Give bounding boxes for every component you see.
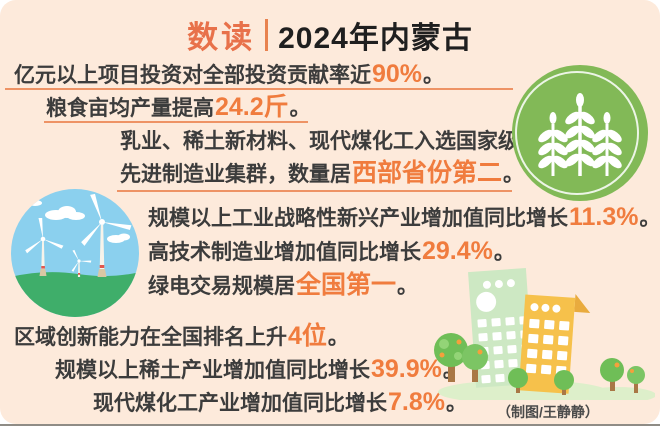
fact-text: 高技术制造业增加值同比增长 [148, 241, 421, 264]
fact-row-strategic-industry: 规模以上工业战略性新兴产业增加值同比增长 11.3%。 [148, 203, 660, 232]
brand-label: 数读 [187, 20, 256, 55]
fact-row-coal-chemical: 现代煤化工产业增加值同比增长 7.8%。 [93, 388, 467, 417]
fact-highlight: 29.4% [422, 237, 493, 265]
fact-row-clusters-line1: 乳业、稀土新材料、现代煤化工入选国家级 [120, 130, 521, 154]
fact-highlight: 4位 [288, 322, 327, 350]
fact-text: 先进制造业集群，数量居 [120, 163, 351, 186]
divider-line [5, 88, 513, 90]
fact-text: 粮食亩均产量提高 [46, 97, 214, 120]
divider-line [117, 190, 512, 192]
fact-highlight: 90% [372, 60, 423, 88]
fact-row-grain: 粮食亩均产量提高 24.2斤。 [46, 93, 311, 122]
fact-text: 亿元以上项目投资对全部投资贡献率近 [14, 64, 371, 87]
fact-text: 绿电交易规模居 [148, 275, 295, 298]
fact-row-green-power: 绿电交易规模居 全国第一。 [148, 271, 418, 300]
city-buildings-icon [434, 268, 655, 400]
bottom-border-line [0, 424, 660, 426]
fact-text: 。 [503, 163, 525, 186]
fact-text: 。 [493, 241, 515, 264]
fact-highlight: 11.3% [569, 203, 639, 231]
fact-text: 现代煤化工产业增加值同比增长 [93, 392, 387, 415]
fact-text: 。 [397, 275, 419, 298]
fact-row-clusters-line2: 先进制造业集群，数量居 西部省份第二。 [120, 159, 524, 188]
fact-text: 。 [639, 207, 660, 230]
fact-text: 规模以上工业战略性新兴产业增加值同比增长 [148, 207, 568, 230]
wind-turbines-icon [11, 189, 139, 317]
fact-highlight: 西部省份第二 [352, 159, 503, 187]
fact-text: 。 [289, 97, 311, 120]
fact-row-investment: 亿元以上项目投资对全部投资贡献率近 90%。 [14, 60, 444, 89]
page-title: 2024年内蒙古 [278, 21, 473, 55]
fact-text: 规模以上稀土产业增加值同比增长 [55, 359, 370, 382]
fact-row-hightech: 高技术制造业增加值同比增长 29.4%。 [148, 237, 515, 266]
fact-highlight: 全国第一 [296, 271, 397, 299]
wheat-icon [512, 65, 648, 201]
title-bar: 数读 2024年内蒙古 [0, 12, 660, 57]
fact-text: 乳业、稀土新材料、现代煤化工入选国家级 [120, 130, 519, 153]
fact-highlight: 24.2斤 [215, 93, 289, 121]
divider-line [44, 121, 308, 123]
fact-highlight: 39.9% [371, 355, 442, 383]
title-divider [265, 18, 269, 51]
fact-text: 。 [423, 64, 445, 87]
fact-row-innovation: 区域创新能力在全国排名上升 4位。 [14, 322, 349, 351]
fact-text: 区域创新能力在全国排名上升 [14, 326, 287, 349]
fact-text: 。 [327, 326, 349, 349]
fact-highlight: 7.8% [388, 388, 445, 416]
credit-text: （制图/王静静） [497, 404, 599, 420]
